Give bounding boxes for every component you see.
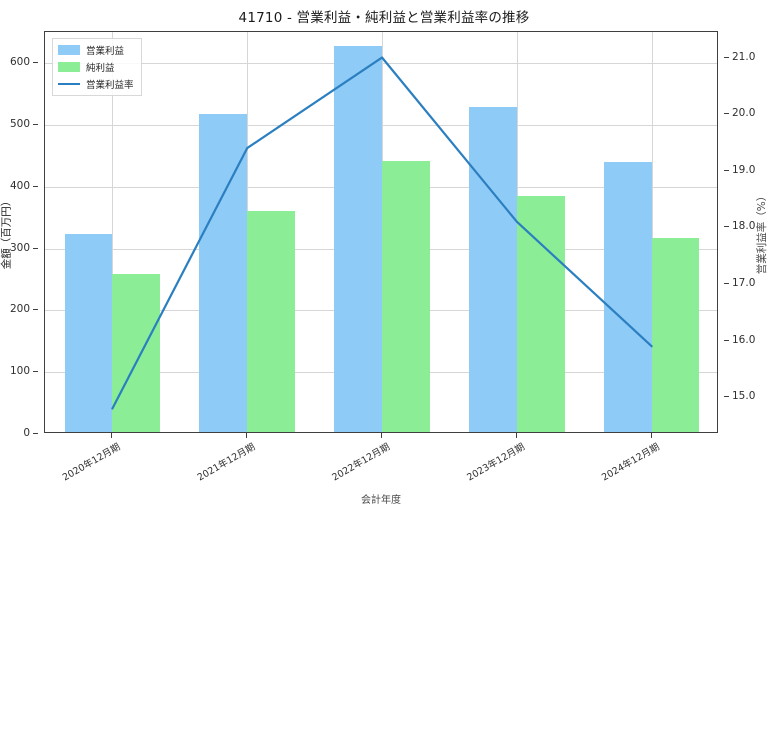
vertical-gridline	[651, 32, 653, 432]
secondary-y-tick-mark	[724, 113, 729, 115]
bar-operating-profit	[334, 45, 382, 432]
y-tick-mark	[33, 123, 38, 125]
secondary-y-axis-tick-labels: 15.0 16.0 17.0 18.0 19.0 20.0 21.0	[724, 31, 768, 433]
y-tick-mark	[33, 185, 38, 187]
y-tick-label: 300	[9, 241, 30, 254]
bar-operating-profit	[64, 234, 113, 432]
legend-swatch-operating-profit	[58, 45, 80, 55]
secondary-y-tick-label: 18.0	[732, 220, 756, 233]
y-tick-label: 100	[9, 365, 30, 378]
bar-operating-profit	[468, 107, 517, 432]
x-tick-mark	[246, 433, 248, 438]
bar-net-profit	[112, 274, 161, 432]
y-tick-mark	[33, 433, 38, 434]
secondary-y-tick-label: 19.0	[732, 163, 756, 176]
bar-operating-profit	[199, 113, 248, 432]
x-axis-tick-labels: 2020年12月期 2021年12月期 2022年12月期 2023年12月期 2024…	[44, 439, 718, 495]
y-tick-label: 200	[9, 303, 30, 316]
secondary-y-tick-label: 16.0	[732, 333, 756, 346]
x-tick-mark	[515, 433, 517, 438]
legend-swatch-operating-margin	[58, 82, 80, 86]
legend-swatch-net-profit	[58, 62, 80, 72]
y-axis-tick-labels: 0 100 200 300 400 500 600	[0, 31, 38, 439]
secondary-y-tick-mark	[724, 396, 729, 398]
x-axis-ticks	[44, 433, 718, 439]
y-tick-label: 400	[9, 179, 30, 192]
secondary-y-tick-label: 17.0	[732, 277, 756, 289]
bar-net-profit	[247, 210, 296, 432]
secondary-y-tick-mark	[724, 56, 729, 58]
legend-item-operating-margin: 営業利益率	[58, 77, 134, 91]
x-tick-mark	[111, 433, 113, 438]
chart-figure: 41710 - 営業利益・純利益と営業利益率の推移 金額（百万円） 営業利益率（…	[0, 10, 768, 506]
y-tick-mark	[33, 371, 38, 373]
legend-item-operating-profit: 営業利益	[58, 43, 134, 57]
bar-operating-profit	[603, 161, 652, 432]
y-tick-label: 0	[23, 427, 30, 439]
bar-net-profit	[651, 237, 700, 432]
plot-area	[44, 31, 718, 433]
x-tick-label: 2022年12月期	[330, 441, 392, 484]
line-series-operating-margin	[111, 56, 653, 410]
y-tick-mark	[33, 309, 38, 311]
chart-title: 41710 - 営業利益・純利益と営業利益率の推移	[238, 10, 530, 26]
plot-inner	[45, 32, 717, 432]
secondary-y-tick-mark	[724, 283, 729, 284]
x-tick-label: 2024年12月期	[600, 441, 662, 484]
y-tick-label: 600	[9, 55, 30, 68]
secondary-y-tick-label: 20.0	[732, 107, 756, 120]
bar-net-profit	[516, 196, 565, 432]
y-tick-mark	[33, 61, 38, 63]
y-tick-mark	[33, 247, 38, 249]
y-tick-label: 500	[9, 117, 30, 130]
line-path	[111, 56, 653, 410]
vertical-gridline	[112, 32, 114, 432]
x-axis-title: 会計年度	[361, 495, 401, 506]
x-tick-mark	[381, 433, 382, 438]
secondary-y-tick-mark	[724, 169, 729, 171]
legend-label-net-profit: 純利益	[86, 63, 115, 74]
legend-item-net-profit: 純利益	[58, 60, 134, 74]
x-tick-mark	[650, 433, 652, 438]
secondary-y-tick-label: 15.0	[732, 390, 756, 403]
x-tick-label: 2020年12月期	[60, 441, 123, 484]
legend-label-operating-profit: 営業利益	[86, 46, 125, 57]
secondary-y-tick-label: 21.0	[732, 50, 756, 63]
bar-net-profit	[382, 161, 430, 432]
legend-label-operating-margin: 営業利益率	[86, 80, 134, 91]
secondary-y-tick-mark	[724, 339, 729, 341]
chart-legend: 営業利益 純利益 営業利益率	[52, 38, 142, 96]
secondary-y-tick-mark	[724, 226, 729, 228]
